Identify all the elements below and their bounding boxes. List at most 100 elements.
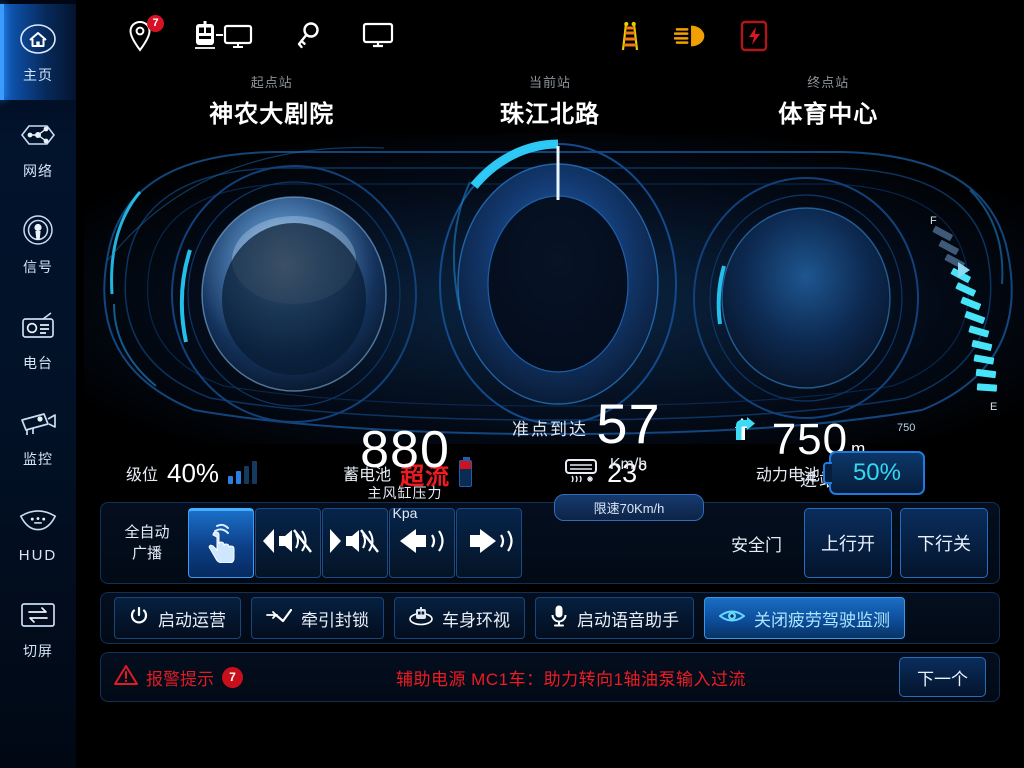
station-header: 起点站 神农大剧院 当前站 珠江北路 终点站 体育中心 bbox=[76, 72, 1024, 134]
battery-status-block: 蓄电池 超流 bbox=[343, 456, 473, 491]
sidebar-item-label: 监控 bbox=[23, 451, 53, 467]
alarm-title-group: 报警提示 7 bbox=[106, 664, 243, 691]
destination-station: 终点站 体育中心 bbox=[693, 72, 964, 134]
start-operation-button[interactable]: 启动运营 bbox=[114, 597, 241, 639]
speed-unit: Km/h bbox=[609, 456, 648, 473]
prev-mute-icon bbox=[261, 525, 315, 562]
safety-door-label: 安全门 bbox=[731, 535, 782, 555]
eye-icon bbox=[718, 607, 746, 630]
left-speaker-button[interactable] bbox=[389, 508, 455, 578]
sidebar-item-surveillance[interactable]: 监控 bbox=[0, 388, 76, 484]
surround-view-label: 车身环视 bbox=[442, 610, 510, 630]
traction-level-bars-icon bbox=[228, 461, 258, 484]
fuel-scale-marker-label: 750 bbox=[897, 422, 916, 434]
right-speaker-button[interactable] bbox=[456, 508, 522, 578]
left-speaker-icon bbox=[396, 526, 448, 561]
speed-value: 57 bbox=[596, 392, 661, 455]
traction-level-label: 级位 bbox=[126, 467, 159, 484]
sidebar-item-home[interactable]: 主页 bbox=[0, 4, 76, 100]
destination-station-name: 体育中心 bbox=[778, 101, 879, 128]
destination-station-caption: 终点站 bbox=[807, 75, 850, 90]
headlight-icon bbox=[674, 18, 710, 54]
traction-lock-icon bbox=[266, 607, 293, 630]
right-speaker-icon bbox=[463, 526, 515, 561]
door-down-close-button[interactable]: 下行关 bbox=[900, 508, 988, 578]
fatigue-monitoring-button[interactable]: 关闭疲劳驾驶监测 bbox=[704, 597, 905, 639]
svg-text:E: E bbox=[990, 401, 997, 413]
voice-assistant-button[interactable]: 启动语音助手 bbox=[535, 597, 694, 639]
function-button-panel: 启动运营 牵引封锁 车身环视 启动语音助手 bbox=[100, 592, 1000, 644]
sidebar-item-label: 切屏 bbox=[23, 643, 53, 659]
traction-level-block: 级位 40% bbox=[126, 457, 258, 489]
broadcast-touch-button[interactable] bbox=[188, 508, 254, 578]
speed-limit-badge: 限速70Km/h bbox=[554, 494, 704, 521]
main-reservoir-pressure-value: 880 bbox=[360, 421, 450, 479]
hud-icon bbox=[17, 501, 59, 541]
traction-level-value: 40% bbox=[167, 457, 220, 488]
power-battery-label: 动力电池 bbox=[755, 467, 820, 484]
microphone-icon bbox=[550, 604, 568, 633]
battery-state-value: 超流 bbox=[400, 462, 451, 490]
sidebar-item-signal[interactable]: 信号 bbox=[0, 196, 76, 292]
traction-fault-icon bbox=[736, 18, 772, 54]
power-icon bbox=[129, 606, 149, 631]
cluster-artwork: F E bbox=[84, 134, 1024, 444]
top-toolbar-right-group bbox=[612, 18, 772, 54]
ac-temperature-value: 23° bbox=[607, 457, 648, 488]
power-battery-value: 50% bbox=[828, 451, 925, 495]
current-station-caption: 当前站 bbox=[528, 75, 571, 90]
top-toolbar: 7 bbox=[76, 0, 1024, 72]
sidebar-item-label: HUD bbox=[18, 546, 58, 564]
monitor-icon[interactable] bbox=[360, 18, 396, 54]
sidebar-item-label: 信号 bbox=[23, 259, 53, 275]
alarm-count-badge: 7 bbox=[222, 666, 243, 688]
top-toolbar-left-group: 7 bbox=[122, 15, 396, 54]
home-icon bbox=[17, 19, 59, 59]
signal-icon bbox=[17, 211, 59, 251]
sidebar-item-hud[interactable]: HUD bbox=[0, 484, 76, 580]
traction-lock-button[interactable]: 牵引封锁 bbox=[251, 597, 384, 639]
sidebar-item-label: 网络 bbox=[23, 163, 53, 179]
origin-station-name: 神农大剧院 bbox=[209, 101, 335, 128]
main-reservoir-pressure-label: 主风缸压力 bbox=[367, 485, 443, 501]
origin-station-caption: 起点站 bbox=[250, 75, 293, 90]
main-reservoir-pressure-unit: Kpa bbox=[392, 505, 418, 521]
sidebar-item-network[interactable]: 网络 bbox=[0, 100, 76, 196]
start-operation-label: 启动运营 bbox=[158, 610, 226, 630]
next-mute-icon bbox=[328, 525, 382, 562]
camera-icon bbox=[17, 403, 59, 443]
radio-icon bbox=[17, 307, 59, 347]
current-station: 当前站 珠江北路 bbox=[407, 72, 692, 134]
broadcast-control-panel: 全自动 广播 bbox=[100, 502, 1000, 584]
air-conditioner-icon bbox=[564, 457, 598, 490]
alarm-message: 辅助电源 MC1车：助力转向1轴油泵输入过流 bbox=[395, 669, 747, 689]
battery-label: 蓄电池 bbox=[343, 467, 392, 484]
sidebar-item-label: 电台 bbox=[23, 355, 53, 371]
location-badge-count: 7 bbox=[147, 15, 164, 32]
traction-lock-label: 牵引封锁 bbox=[301, 610, 369, 630]
surround-view-button[interactable]: 车身环视 bbox=[394, 597, 525, 639]
sidebar-item-label: 主页 bbox=[23, 67, 53, 83]
alarm-next-button[interactable]: 下一个 bbox=[899, 657, 986, 697]
door-up-open-button[interactable]: 上行开 bbox=[804, 508, 892, 578]
air-conditioning-block: 23° bbox=[564, 457, 648, 490]
alarm-title: 报警提示 bbox=[146, 669, 214, 689]
prev-mute-button[interactable] bbox=[255, 508, 321, 578]
key-icon[interactable] bbox=[290, 18, 326, 54]
ontime-status: 准点到达 bbox=[512, 420, 588, 439]
location-pin-icon[interactable]: 7 bbox=[122, 15, 164, 54]
sidebar-item-switch-screen[interactable]: 切屏 bbox=[0, 580, 76, 676]
battery-level-icon bbox=[459, 456, 473, 487]
origin-station: 起点站 神农大剧院 bbox=[136, 72, 407, 134]
sidebar-item-radio[interactable]: 电台 bbox=[0, 292, 76, 388]
fatigue-monitoring-label: 关闭疲劳驾驶监测 bbox=[754, 610, 890, 630]
train-monitor-link-icon[interactable] bbox=[192, 18, 256, 54]
main-area: 7 bbox=[76, 0, 1024, 768]
network-icon bbox=[17, 115, 59, 155]
svg-text:F: F bbox=[930, 215, 937, 227]
next-mute-button[interactable] bbox=[322, 508, 388, 578]
power-battery-block: 动力电池 50% bbox=[756, 451, 925, 495]
turn-right-arrow-icon bbox=[736, 417, 755, 440]
main-reservoir-pressure-gauge: 880 主风缸压力 Kpa bbox=[320, 424, 490, 521]
